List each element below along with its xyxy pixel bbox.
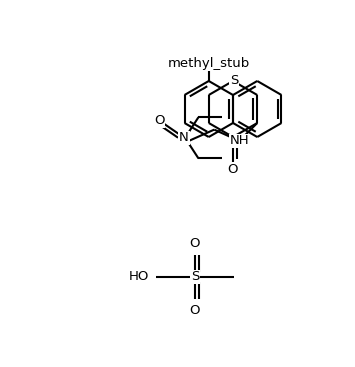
Text: HO: HO bbox=[129, 270, 149, 283]
Text: S: S bbox=[230, 75, 238, 87]
Text: O: O bbox=[228, 163, 238, 176]
Text: N: N bbox=[179, 131, 189, 144]
Text: methyl_stub: methyl_stub bbox=[168, 58, 250, 70]
Text: NH: NH bbox=[230, 134, 249, 147]
Text: O: O bbox=[190, 237, 200, 250]
Text: O: O bbox=[154, 114, 165, 127]
Text: O: O bbox=[190, 304, 200, 317]
Text: S: S bbox=[191, 270, 199, 283]
